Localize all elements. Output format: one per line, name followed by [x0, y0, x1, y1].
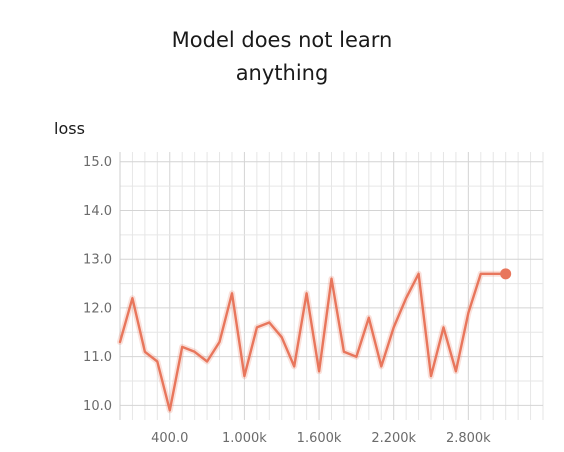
last-point-marker [500, 268, 512, 280]
series-label: loss [54, 119, 85, 138]
tick-layer: 10.0 11.0 12.0 13.0 14.0 15.0 400.0 1.000k 1.600… [83, 155, 491, 446]
y-tick-label: 14.0 [83, 204, 112, 219]
grid-layer [119, 152, 544, 420]
series-layer [117, 268, 512, 414]
y-tick-label: 12.0 [83, 301, 112, 316]
x-tick-label: 2.200k [371, 431, 416, 446]
y-tick-label: 11.0 [83, 350, 112, 365]
y-tick-label: 13.0 [83, 253, 112, 268]
y-tick-label: 10.0 [83, 399, 112, 414]
x-tick-label: 1.000k [222, 431, 267, 446]
chart-title: Model does not learn anything [0, 24, 564, 90]
x-tick-label: 2.800k [446, 431, 491, 446]
loss-series-line [118, 272, 507, 412]
chart-title-line-2: anything [235, 61, 329, 85]
x-tick-label: 1.600k [297, 431, 342, 446]
y-tick-label: 15.0 [83, 155, 112, 170]
chart-title-line-1: Model does not learn [171, 28, 393, 52]
x-tick-label: 400.0 [151, 431, 188, 446]
